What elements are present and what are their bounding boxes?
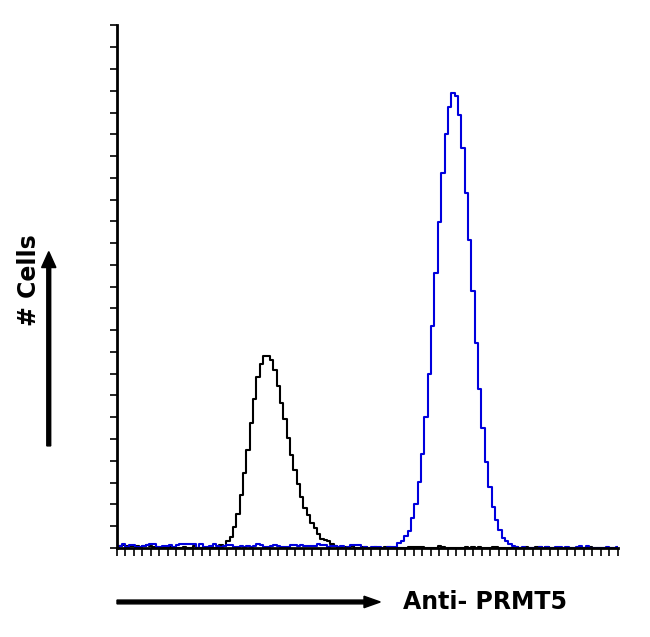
Text: Anti- PRMT5: Anti- PRMT5 — [403, 590, 567, 614]
Text: # Cells: # Cells — [18, 234, 41, 326]
